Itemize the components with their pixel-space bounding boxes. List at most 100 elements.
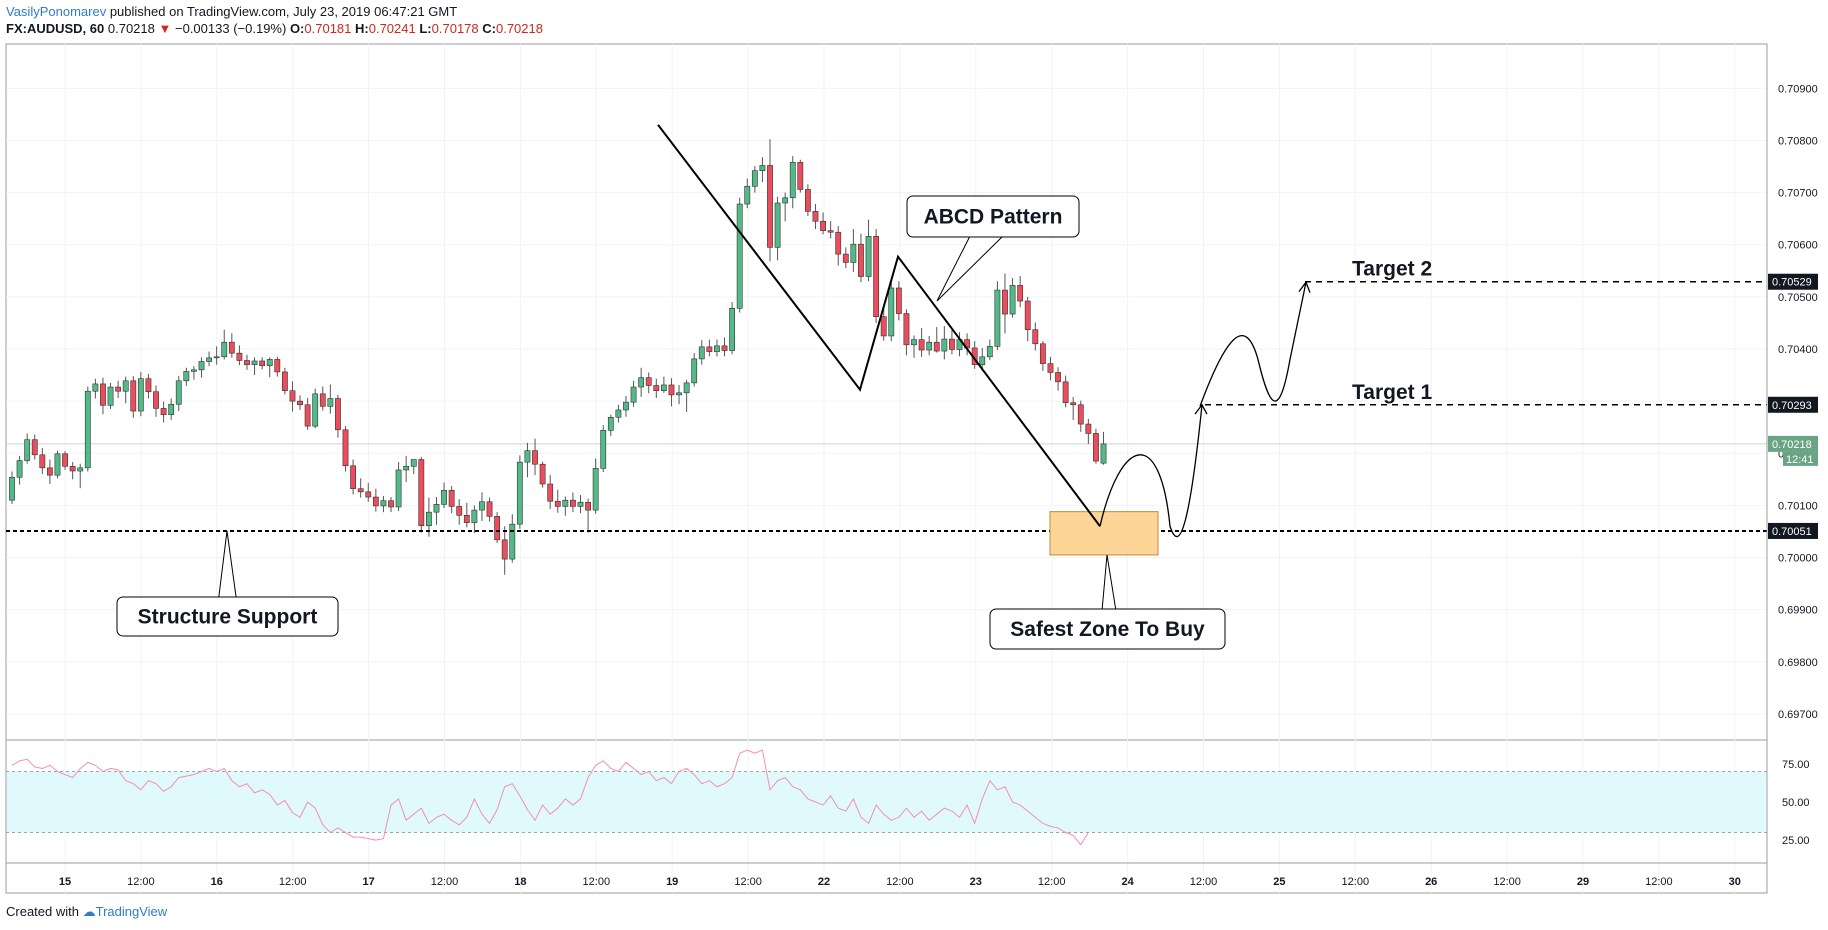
target-1-label: Target 1 (1352, 381, 1432, 404)
tradingview-logo-icon[interactable]: ☁ (82, 904, 96, 919)
candle-body (463, 514, 470, 523)
price-tick-label: 0.69900 (1778, 605, 1818, 617)
price-tick-label: 0.70600 (1778, 240, 1818, 252)
candle-body (698, 346, 705, 360)
projection-path-1 (1099, 404, 1203, 538)
candle-body (395, 469, 402, 508)
candle-body (660, 384, 667, 391)
candle-body (759, 165, 766, 171)
candle-body (62, 453, 68, 467)
candle-body (228, 341, 235, 354)
candle-body (729, 308, 735, 351)
candle-body (638, 377, 645, 388)
candle-body (494, 516, 501, 541)
candle-body (767, 165, 773, 248)
countdown-bg (1783, 451, 1818, 466)
candle-body (592, 468, 599, 511)
candle-body (1085, 423, 1092, 434)
candle-body (645, 377, 652, 386)
candle-body (244, 360, 250, 365)
time-tick-label: 12:00 (1038, 876, 1066, 888)
candle-body (888, 287, 895, 337)
abcd-pattern-text: ABCD Pattern (924, 206, 1063, 229)
candle-body (607, 416, 614, 431)
price-tick-label: 0.69800 (1778, 657, 1818, 669)
footer-credit: Created with ☁TradingView (6, 904, 167, 920)
open-label: O: (289, 21, 305, 36)
structure-pointer (217, 530, 238, 604)
author-link[interactable]: VasilyPonomarev (6, 4, 107, 19)
candle-body (410, 459, 417, 467)
price-label-text: 0.70218 (1772, 439, 1812, 451)
candle-body (153, 391, 159, 409)
tradingview-brand-link[interactable]: TradingView (95, 904, 168, 919)
time-tick-label: 16 (211, 876, 223, 888)
candle-body (979, 356, 986, 365)
candle-body (137, 378, 144, 412)
candle-body (706, 346, 713, 352)
candle-body (425, 511, 432, 527)
arrow-head-icon (1194, 403, 1208, 415)
candle-body (585, 501, 591, 511)
structure-support-text: Structure Support (138, 606, 318, 629)
structure-support-box (116, 596, 339, 637)
candle-body (812, 211, 819, 222)
candle-body (236, 352, 243, 361)
candle-body (676, 392, 682, 396)
candle-body (941, 338, 948, 352)
price-label-text: 0.70529 (1772, 277, 1812, 289)
candle-body (547, 483, 554, 502)
arrow-head-icon (1298, 280, 1311, 293)
candle-body (342, 429, 349, 467)
candle-body (789, 162, 796, 199)
candle-body (903, 313, 910, 346)
candle-body (668, 384, 675, 396)
buy-zone-box (1049, 511, 1159, 556)
candle-body (1002, 289, 1008, 315)
time-tick-label: 12:00 (431, 876, 459, 888)
candle-body (259, 360, 266, 366)
candle-body (880, 316, 887, 337)
candle-body (198, 361, 205, 371)
candle-body (630, 386, 637, 403)
candle-body (570, 499, 576, 507)
candle-body (1070, 402, 1077, 406)
candle-body (714, 345, 720, 352)
rsi-tick-label: 75.00 (1782, 759, 1810, 771)
price-tick-label: 0.70400 (1778, 344, 1818, 356)
candle-body (797, 162, 804, 190)
time-tick-label: 12:00 (583, 876, 611, 888)
candle-body (509, 523, 516, 560)
candle-body (1093, 433, 1099, 462)
abcd-pattern-lines (657, 124, 1101, 527)
candle-body (191, 369, 197, 372)
time-tick-label: 22 (818, 876, 830, 888)
candle-body (168, 403, 175, 415)
candle-body (691, 358, 698, 384)
candle-body (77, 467, 84, 472)
candle-body (1055, 372, 1061, 383)
last-price: 0.70218 (107, 21, 155, 36)
candle-body (213, 356, 220, 359)
candle-body (827, 230, 834, 233)
candle-body (175, 380, 182, 405)
rsi-tick-label: 25.00 (1782, 835, 1810, 847)
high-value: 0.70241 (368, 21, 416, 36)
time-tick-label: 25 (1273, 876, 1285, 888)
candle-body (933, 341, 940, 352)
candle-body (1017, 285, 1024, 302)
candle-body (835, 231, 842, 255)
candle-body (145, 378, 152, 393)
candle-body (926, 341, 933, 351)
candle-body (403, 465, 410, 471)
time-tick-label: 12:00 (734, 876, 762, 888)
created-with-label: Created with (6, 904, 79, 919)
candle-body (115, 386, 122, 392)
candle-body (804, 189, 811, 212)
candle-body (122, 380, 129, 392)
projection-path-2 (1199, 282, 1307, 407)
high-label: H: (355, 21, 369, 36)
close-value: 0.70218 (495, 21, 543, 36)
candle-body (1062, 381, 1069, 403)
